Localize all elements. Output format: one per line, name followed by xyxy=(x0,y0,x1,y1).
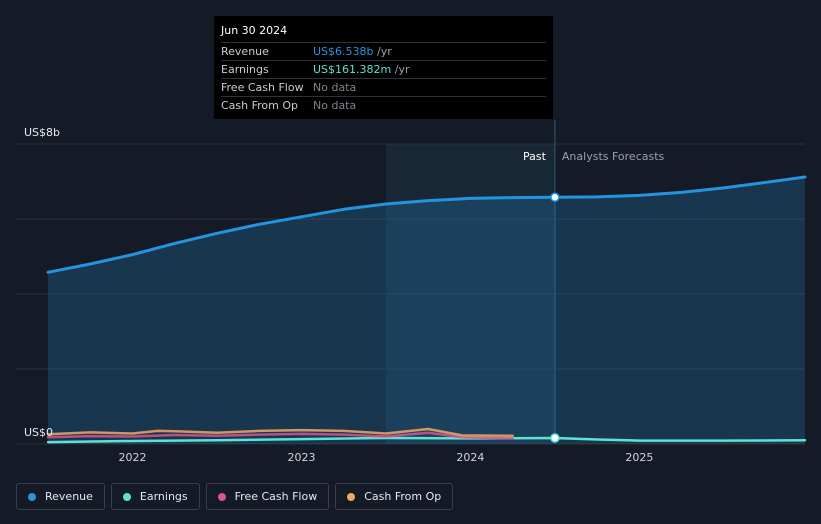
tooltip-date: Jun 30 2024 xyxy=(221,22,546,43)
legend-label: Revenue xyxy=(45,490,93,503)
legend-dot-icon xyxy=(217,492,226,501)
legend-dot-icon xyxy=(122,492,131,501)
tooltip-row-revenue: Revenue US$6.538b /yr xyxy=(221,43,546,61)
x-tick-label: 2024 xyxy=(456,451,484,464)
grid-lines xyxy=(16,143,805,445)
chart-legend: Revenue Earnings Free Cash Flow Cash Fro… xyxy=(16,483,454,510)
tooltip-row-cash-from-op: Cash From Op No data xyxy=(221,97,546,114)
tooltip-label: Cash From Op xyxy=(221,99,299,112)
highlight-point-revenue xyxy=(550,192,560,202)
series-line-free_cash_flow xyxy=(46,431,514,440)
legend-item-revenue[interactable]: Revenue xyxy=(16,483,105,510)
tooltip-unit: /yr xyxy=(373,45,392,58)
past-region-label: Past xyxy=(523,150,547,163)
highlight-point-earnings xyxy=(550,433,560,443)
tooltip-value: US$6.538b xyxy=(313,45,374,58)
legend-label: Free Cash Flow xyxy=(234,490,318,503)
axis-labels: US$8b US$0 2022 2023 2024 2025 Past Analysts Fo… xyxy=(24,126,665,464)
legend-dot-icon xyxy=(347,492,356,501)
tooltip-row-earnings: Earnings US$161.382m /yr xyxy=(221,61,546,79)
tooltip-value: No data xyxy=(313,99,357,112)
tooltip-panel: Jun 30 2024 Revenue US$6.538b /yr Earnin… xyxy=(214,16,553,119)
legend-item-cash-from-op[interactable]: Cash From Op xyxy=(335,483,454,510)
legend-label: Cash From Op xyxy=(364,490,442,503)
tooltip-value: US$161.382m xyxy=(313,63,392,76)
legend-item-earnings[interactable]: Earnings xyxy=(110,483,200,510)
tooltip-label: Revenue xyxy=(221,45,269,58)
tooltip-unit: /yr xyxy=(391,63,410,76)
legend-item-free-cash-flow[interactable]: Free Cash Flow xyxy=(205,483,330,510)
series-area-revenue xyxy=(48,177,805,444)
tooltip-value: No data xyxy=(313,81,357,94)
y-axis-top-label: US$8b xyxy=(24,126,60,139)
forecast-region-label: Analysts Forecasts xyxy=(562,150,665,163)
legend-label: Earnings xyxy=(139,490,188,503)
series-layer xyxy=(46,175,807,444)
x-tick-label: 2022 xyxy=(118,451,146,464)
tooltip-row-free-cash-flow: Free Cash Flow No data xyxy=(221,79,546,97)
legend-dot-icon xyxy=(28,492,36,501)
series-line-cash_from_op xyxy=(46,427,514,438)
highlight-points xyxy=(550,192,560,443)
y-axis-bottom-label: US$0 xyxy=(24,426,53,439)
tooltip-label: Earnings xyxy=(221,63,269,76)
x-tick-label: 2023 xyxy=(287,451,315,464)
x-tick-label: 2025 xyxy=(625,451,653,464)
series-line-revenue xyxy=(46,175,807,274)
tooltip-label: Free Cash Flow xyxy=(221,81,304,94)
